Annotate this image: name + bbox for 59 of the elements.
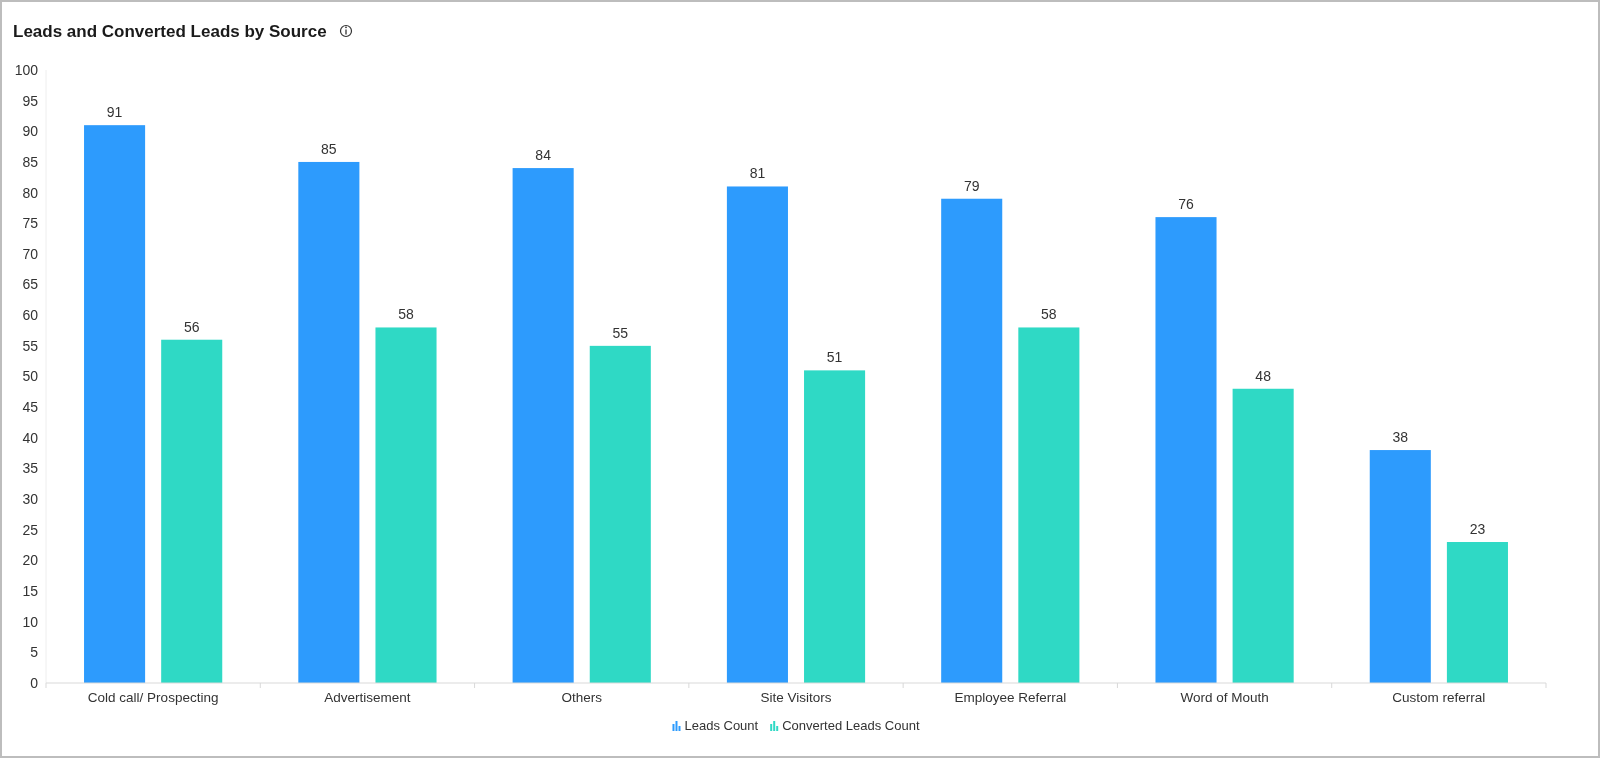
bar xyxy=(589,345,651,683)
y-tick-label: 5 xyxy=(30,644,39,661)
data-label: 51 xyxy=(826,349,843,366)
y-tick-label: 85 xyxy=(22,153,39,170)
bar xyxy=(84,125,146,683)
bar xyxy=(1155,217,1217,683)
y-tick-label: 20 xyxy=(22,552,39,569)
data-label: 84 xyxy=(535,147,552,164)
bar xyxy=(161,339,223,683)
data-label: 76 xyxy=(1178,196,1194,213)
bar xyxy=(298,161,360,683)
x-tick-label: Custom referral xyxy=(1392,690,1486,705)
data-label: 79 xyxy=(963,177,980,194)
legend-label: Leads Count xyxy=(684,718,759,733)
data-label: 55 xyxy=(612,324,629,341)
y-tick-label: 90 xyxy=(22,123,39,140)
y-tick-label: 35 xyxy=(22,460,39,477)
y-tick-label: 60 xyxy=(22,307,39,324)
bar xyxy=(512,168,574,683)
x-tick-label: Word of Mouth xyxy=(1180,690,1269,705)
y-tick-label: 80 xyxy=(22,184,39,201)
data-label: 23 xyxy=(1469,521,1486,538)
bar xyxy=(1018,327,1080,683)
y-tick-label: 65 xyxy=(22,276,39,293)
data-label: 85 xyxy=(321,140,337,157)
data-label: 58 xyxy=(1041,306,1057,323)
data-label: 56 xyxy=(183,318,200,335)
x-tick-label: Site Visitors xyxy=(760,690,832,705)
y-tick-label: 0 xyxy=(30,674,39,691)
y-tick-label: 95 xyxy=(22,92,39,109)
y-tick-label: 100 xyxy=(14,61,39,78)
y-tick-label: 25 xyxy=(22,521,39,538)
x-tick-label: Cold call/ Prospecting xyxy=(87,690,219,705)
x-tick-label: Advertisement xyxy=(324,690,411,705)
legend-label: Converted Leads Count xyxy=(782,718,920,733)
bar xyxy=(941,198,1003,683)
x-tick-label: Employee Referral xyxy=(954,690,1067,705)
bar xyxy=(1232,388,1294,683)
x-tick-label: Others xyxy=(561,690,603,705)
bar xyxy=(804,370,866,683)
y-tick-label: 55 xyxy=(22,337,39,354)
y-tick-label: 45 xyxy=(22,399,39,416)
y-tick-label: 30 xyxy=(22,491,39,507)
y-tick-label: 70 xyxy=(22,245,39,262)
bar xyxy=(375,327,437,683)
bar xyxy=(1369,450,1431,683)
y-tick-label: 75 xyxy=(22,215,39,232)
data-label: 91 xyxy=(106,104,123,121)
data-label: 81 xyxy=(749,165,766,182)
data-label: 48 xyxy=(1255,367,1272,384)
y-tick-label: 15 xyxy=(22,582,39,599)
bar xyxy=(1446,542,1508,683)
data-label: 58 xyxy=(398,306,414,323)
y-tick-label: 50 xyxy=(22,368,39,385)
chart-title: Leads and Converted Leads by Source xyxy=(13,22,327,41)
y-tick-label: 40 xyxy=(22,429,39,446)
y-tick-label: 10 xyxy=(22,613,39,630)
data-label: 38 xyxy=(1392,429,1409,446)
bar xyxy=(726,186,788,683)
